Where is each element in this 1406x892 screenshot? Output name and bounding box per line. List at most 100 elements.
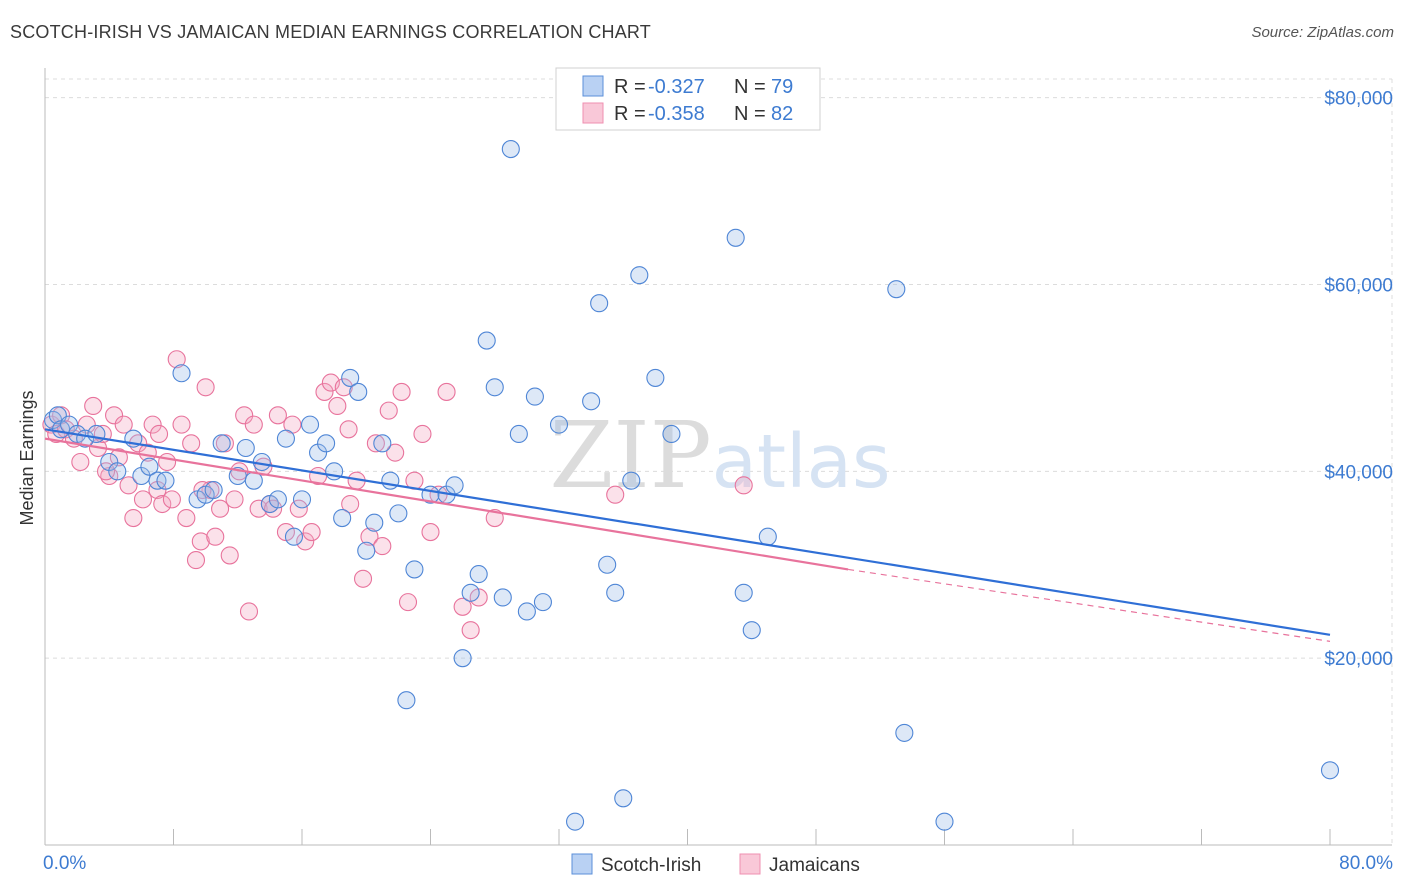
scotch-irish-point-48: [477, 331, 496, 350]
scotch-irish-point-55: [533, 593, 552, 612]
scotch-irish-point-70: [758, 527, 777, 546]
trend-lines: [44, 428, 1331, 642]
jamaicans-point-73: [485, 508, 504, 528]
scotch-irish-point-24: [268, 490, 287, 509]
y-tick-label-2: $60,000: [1324, 276, 1393, 297]
legend-n-value-1: 79: [771, 76, 793, 98]
jamaicans-point-5: [71, 452, 90, 472]
scotch-irish-point-35: [357, 541, 376, 560]
bottom-legend-label-jamaicans: Jamaicans: [769, 855, 860, 876]
jamaicans-point-22: [158, 452, 177, 472]
scotch-irish-point-66: [662, 424, 681, 444]
scotch-irish-point-49: [485, 378, 504, 397]
jamaicans-point-7: [84, 396, 103, 416]
legend-r-label-1: R =: [614, 76, 646, 98]
legend-n-label-1: N =: [734, 76, 766, 98]
y-tick-label-0: $20,000: [1324, 649, 1393, 670]
jamaicans-point-17: [133, 490, 153, 509]
scotch-irish-point-69: [742, 621, 761, 640]
legend-swatch-scotch-irish: [582, 75, 604, 97]
jamaicans-point-54: [334, 378, 353, 397]
jamaicans-point-30: [196, 378, 215, 397]
scotch-irish-point-65: [646, 368, 665, 387]
jamaicans-point-13: [114, 415, 133, 434]
jamaicans-point-25: [172, 415, 191, 434]
trend-line-jamaicans-extension: [848, 568, 1331, 642]
legend-swatch-jamaicans: [582, 102, 604, 124]
scotch-irish-point-33: [341, 368, 360, 387]
scotch-irish-point-67: [726, 228, 745, 247]
legend-n-label-2: N =: [734, 103, 766, 125]
jamaicans-point-64: [398, 593, 418, 612]
scotch-irish-point-36: [365, 513, 384, 532]
trend-line-jamaicans: [44, 437, 849, 571]
jamaicans-point-28: [186, 551, 206, 570]
chart-title: SCOTCH-IRISH VS JAMAICAN MEDIAN EARNINGS…: [10, 22, 652, 42]
scotch-irish-point-41: [405, 560, 424, 579]
jamaicans-point-80: [339, 420, 358, 439]
scotch-irish-point-52: [509, 424, 528, 444]
jamaicans-point-62: [386, 443, 405, 462]
y-tick-label-3: $80,000: [1324, 89, 1393, 110]
legend-r-label-2: R =: [614, 103, 646, 125]
x-tick-label-0: 0.0%: [43, 853, 86, 874]
scotch-irish-point-51: [501, 140, 520, 159]
scotch-irish-point-28: [300, 415, 320, 434]
scotch-irish-point-14: [172, 364, 191, 383]
jamaicans-point-39: [239, 602, 259, 621]
scotch-irish-point-37: [373, 434, 392, 453]
scotch-irish-point-58: [582, 392, 601, 411]
jamaicans-point-12: [109, 448, 128, 467]
jamaicans-point-35: [220, 546, 239, 565]
scotch-irish-point-71: [887, 280, 906, 299]
chart-source: Source: ZipAtlas.com: [1251, 24, 1394, 41]
jamaicans-point-71: [461, 621, 480, 640]
scotch-irish-point-46: [461, 583, 480, 602]
scotch-irish-point-62: [614, 789, 633, 808]
y-tick-label-1: $40,000: [1324, 462, 1393, 483]
jamaicans-point-27: [182, 434, 201, 453]
scotch-irish-point-34: [349, 382, 368, 401]
scotch-irish-point-27: [292, 490, 312, 509]
axes: [44, 68, 1392, 846]
jamaicans-point-70: [453, 597, 472, 616]
legend-r-value-1: -0.327: [648, 76, 705, 98]
scotch-irish-point-74: [1320, 761, 1340, 780]
jamaicans-point-23: [162, 490, 181, 509]
jamaicans-point-21: [153, 494, 172, 514]
bottom-legend-swatch-scotch-irish: [571, 853, 593, 875]
scotch-irish-point-8: [108, 462, 127, 481]
y-tick-labels: $20,000 $40,000 $60,000 $80,000: [1324, 89, 1393, 670]
scotch-irish-point-21: [244, 471, 263, 490]
scotch-irish-point-25: [276, 429, 295, 448]
scotch-irish-point-53: [517, 602, 536, 621]
scotch-irish-point-59: [590, 294, 609, 313]
jamaicans-point-59: [366, 434, 385, 453]
bottom-legend-swatch-jamaicans: [739, 853, 761, 875]
jamaicans-point-55: [341, 494, 360, 514]
y-axis-label: Median Earnings: [17, 390, 37, 525]
scotch-irish-point-30: [317, 434, 336, 453]
scotch-irish-point-57: [566, 812, 585, 831]
scotch-irish-point-68: [734, 583, 753, 602]
jamaicans-point-77: [149, 424, 169, 444]
jamaicans-point-29: [191, 532, 210, 551]
scotch-irish-point-39: [389, 504, 408, 523]
jamaicans-point-67: [421, 523, 440, 542]
jamaicans-point-26: [177, 508, 196, 528]
scotch-irish-point-50: [493, 588, 512, 607]
legend-n-value-2: 82: [771, 103, 793, 125]
scotch-irish-point-40: [397, 691, 416, 710]
jamaicans-point-11: [105, 406, 124, 425]
jamaicans-point-75: [734, 476, 753, 495]
series-scotch-irish-points: [43, 140, 1340, 831]
x-tick-labels: 0.0% 80.0%: [43, 853, 1393, 874]
jamaicans-point-63: [392, 382, 411, 401]
jamaicans-point-19: [143, 415, 162, 434]
scotch-irish-point-60: [598, 555, 617, 574]
jamaicans-point-53: [328, 396, 347, 416]
jamaicans-point-38: [235, 406, 254, 425]
x-tick-label-1: 80.0%: [1339, 853, 1393, 874]
jamaicans-point-57: [353, 569, 373, 588]
